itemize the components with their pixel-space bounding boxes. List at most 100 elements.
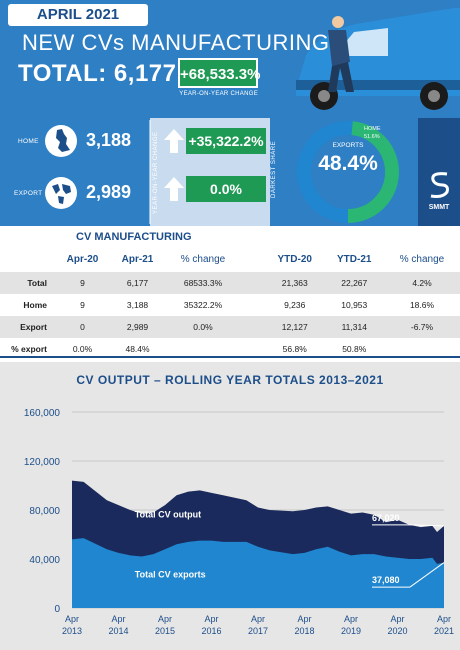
table-cell: 48.4% xyxy=(125,344,150,354)
van-bumper-shape xyxy=(296,80,460,90)
table-cell: -6.7% xyxy=(384,316,460,338)
table-cell: 56.8% xyxy=(282,344,307,354)
x-tick-label: 2021 xyxy=(434,626,454,636)
table-cell: 9 xyxy=(80,300,85,310)
home-label: HOME xyxy=(18,138,39,145)
table-row: Home 9 3,188 35322.2% 9,236 10,953 18.6% xyxy=(0,294,460,316)
smmt-s-icon xyxy=(430,172,449,198)
row-label: Home xyxy=(23,300,47,310)
smmt-logo: SMMT xyxy=(418,118,460,226)
table-cell: 4.2% xyxy=(384,272,460,294)
table-cell: 6,177 xyxy=(110,272,166,294)
y-tick-label: 40,000 xyxy=(29,555,60,566)
rolling-output-chart: 0 40,000 80,000 120,000 160,000 Total CV outp… xyxy=(24,408,454,636)
chart-title: CV OUTPUT – ROLLING YEAR TOTALS 2013–202… xyxy=(76,373,384,387)
x-tick-label: 2015 xyxy=(155,626,175,636)
col-header: YTD-20 xyxy=(277,253,312,265)
table-cell: 2,989 xyxy=(110,316,166,338)
table-header-row: Apr-20 Apr-21 % change YTD-20 YTD-21 % c… xyxy=(0,246,460,272)
end-value-label: 37,080 xyxy=(372,575,400,585)
top-banner xyxy=(0,0,460,118)
y-tick-label: 80,000 xyxy=(29,506,60,517)
x-tick-label: Apr xyxy=(65,614,79,624)
table-cell: 21,363 xyxy=(264,272,325,294)
worker-body xyxy=(328,30,350,66)
table-cell: 0.0% xyxy=(72,344,93,354)
table-corner xyxy=(0,246,55,272)
col-header: % change xyxy=(180,253,226,265)
export-value: 2,989 xyxy=(86,182,132,202)
up-arrow-icon xyxy=(164,129,184,153)
share-donut xyxy=(297,121,399,223)
donut-export-label: EXPORTS xyxy=(332,142,364,149)
worker-legs xyxy=(328,62,354,92)
col-header: Apr-20 xyxy=(66,253,99,265)
split-panel: HOME 3,188 +35,322.2% EXPORT 2,989 0.0% … xyxy=(0,118,460,226)
worker-head xyxy=(332,16,344,28)
month-label: APRIL 2021 xyxy=(8,4,148,26)
x-tick-label: 2019 xyxy=(341,626,361,636)
table-cell: 12,127 xyxy=(264,316,325,338)
table-cell: 0 xyxy=(55,316,111,338)
table-cell: 35322.2% xyxy=(183,300,223,310)
x-tick-label: Apr xyxy=(204,614,218,624)
table-cell: 9 xyxy=(55,272,111,294)
table-row: Export 0 2,989 0.0% 12,127 11,314 -6.7% xyxy=(0,316,460,338)
x-tick-label: Apr xyxy=(251,614,265,624)
globe-icon xyxy=(45,177,77,209)
up-arrow-icon-2 xyxy=(164,177,184,201)
x-tick-label: 2018 xyxy=(294,626,314,636)
x-tick-label: 2013 xyxy=(62,626,82,636)
export-change-badge: 0.0% xyxy=(186,176,266,202)
x-tick-label: 2020 xyxy=(387,626,407,636)
table-row: Total 9 6,177 68533.3% 21,363 22,267 4.2… xyxy=(0,272,460,294)
donut-center xyxy=(311,135,385,209)
end-callout-line xyxy=(409,562,445,588)
row-label: % export xyxy=(11,344,47,354)
x-tick-label: Apr xyxy=(390,614,404,624)
home-change-badge: +35,322.2% xyxy=(186,128,266,154)
share-vertical-label: DARKEST SHARE xyxy=(271,140,277,198)
row-label: Export xyxy=(0,316,55,338)
table-cell: 0.0% xyxy=(165,316,241,338)
col-header: Apr-21 xyxy=(121,253,154,265)
table-cell: 11,314 xyxy=(324,316,385,338)
table-gap xyxy=(240,316,265,338)
end-value-label: 67,020 xyxy=(372,513,400,523)
cv-manufacturing-table: Apr-20 Apr-21 % change YTD-20 YTD-21 % c… xyxy=(0,246,460,360)
uk-map-icon xyxy=(45,125,77,157)
table-cell: 9,236 xyxy=(284,300,306,310)
donut-export-pct: 48.4% xyxy=(318,152,378,175)
donut-home-pct: 51.6% xyxy=(364,134,380,140)
total-change-badge: +68,533.3% xyxy=(178,58,261,88)
x-tick-label: Apr xyxy=(297,614,311,624)
series-label-output: Total CV output xyxy=(135,509,201,519)
table-cell: 50.8% xyxy=(342,344,367,354)
table-row: % export 0.0% 48.4% 56.8% 50.8% xyxy=(0,338,460,360)
donut-home-label: HOME xyxy=(364,126,381,132)
donut-export-arc xyxy=(297,121,399,223)
series-label-exports: Total CV exports xyxy=(135,569,206,579)
x-tick-label: Apr xyxy=(437,614,451,624)
yoy-vertical-label: YEAR-ON-YEAR CHANGE xyxy=(153,131,159,214)
table-gap xyxy=(241,294,265,316)
x-tick-label: Apr xyxy=(158,614,172,624)
x-tick-label: 2016 xyxy=(201,626,221,636)
van-rear-hub xyxy=(428,90,440,102)
export-label: EXPORT xyxy=(14,190,43,197)
col-header: % change xyxy=(399,253,445,265)
van-front-hub xyxy=(318,90,330,102)
y-tick-label: 0 xyxy=(54,604,60,615)
table-bottom-rule xyxy=(0,356,460,358)
table-cell: 3,188 xyxy=(126,300,149,310)
table-cell: 68533.3% xyxy=(165,272,241,294)
x-tick-label: Apr xyxy=(344,614,358,624)
home-value: 3,188 xyxy=(86,130,132,150)
table-gap xyxy=(241,246,265,272)
table-cell: 22,267 xyxy=(324,272,385,294)
table-title: CV MANUFACTURING xyxy=(76,231,192,243)
y-tick-label: 120,000 xyxy=(24,457,61,468)
table-cell: 18.6% xyxy=(409,300,435,310)
x-tick-label: 2014 xyxy=(108,626,128,636)
x-tick-label: Apr xyxy=(111,614,125,624)
